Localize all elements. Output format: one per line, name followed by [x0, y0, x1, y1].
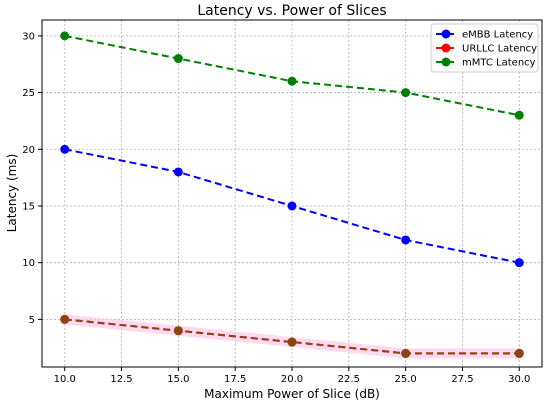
- series-embb-latency: [60, 144, 524, 268]
- series-mmtc-latency: [60, 31, 524, 120]
- y-tick-label: 20: [22, 145, 35, 156]
- legend-swatch-marker: [441, 57, 451, 67]
- series-layer: [60, 31, 524, 358]
- y-ticks: 5 10 15 20 25 30: [22, 31, 42, 326]
- series-urllc-overlay: [60, 314, 524, 358]
- urllc-overlay-point: [60, 314, 70, 324]
- urllc-overlay-point: [514, 348, 524, 358]
- legend-box: [430, 23, 539, 73]
- x-tick-label: 30.0: [508, 374, 530, 385]
- y-tick-label: 5: [29, 315, 35, 326]
- mmtc-latency-point: [514, 110, 524, 120]
- embb-latency-point: [287, 201, 297, 211]
- embb-latency-point: [173, 167, 183, 177]
- y-tick-label: 25: [22, 88, 35, 99]
- legend: eMBB Latency URLLC Latency mMTC Latency: [430, 23, 539, 73]
- mmtc-latency-point: [60, 31, 70, 41]
- y-tick-label: 30: [22, 31, 35, 42]
- x-tick-label: 17.5: [224, 374, 246, 385]
- legend-item-embb-latency: eMBB Latency: [436, 29, 533, 41]
- x-tick-label: 10.0: [54, 374, 76, 385]
- x-ticks: 10.0 12.5 15.0 17.5 20.0 22.5 25.0 27.5 30.0: [54, 367, 530, 385]
- legend-item-urllc-latency: URLLC Latency: [436, 43, 537, 55]
- embb-latency-point: [514, 258, 524, 268]
- embb-latency-point: [60, 144, 70, 154]
- mmtc-latency-point: [287, 76, 297, 86]
- legend-swatch-marker: [441, 29, 451, 39]
- x-tick-label: 12.5: [110, 374, 132, 385]
- mmtc-latency-point: [401, 88, 411, 98]
- chart-title: Latency vs. Power of Slices: [197, 3, 386, 19]
- x-tick-label: 20.0: [281, 374, 303, 385]
- x-tick-label: 25.0: [395, 374, 417, 385]
- mmtc-latency-point: [173, 54, 183, 64]
- y-tick-label: 10: [22, 258, 35, 269]
- y-tick-label: 15: [22, 201, 35, 212]
- embb-latency-point: [401, 235, 411, 245]
- x-tick-label: 22.5: [338, 374, 360, 385]
- urllc-overlay-point: [173, 326, 183, 336]
- legend-label: mMTC Latency: [462, 58, 536, 69]
- legend-item-mmtc-latency: mMTC Latency: [436, 57, 536, 69]
- legend-label: URLLC Latency: [462, 44, 537, 55]
- x-tick-label: 27.5: [451, 374, 473, 385]
- x-tick-label: 15.0: [167, 374, 189, 385]
- legend-swatch-marker: [441, 43, 451, 53]
- y-axis-title: Latency (ms): [5, 154, 19, 233]
- urllc-overlay-point: [287, 337, 297, 347]
- x-axis-title: Maximum Power of Slice (dB): [204, 387, 380, 401]
- urllc-overlay-line: [64, 318, 520, 355]
- legend-label: eMBB Latency: [462, 30, 533, 41]
- urllc-overlay-point: [401, 348, 411, 358]
